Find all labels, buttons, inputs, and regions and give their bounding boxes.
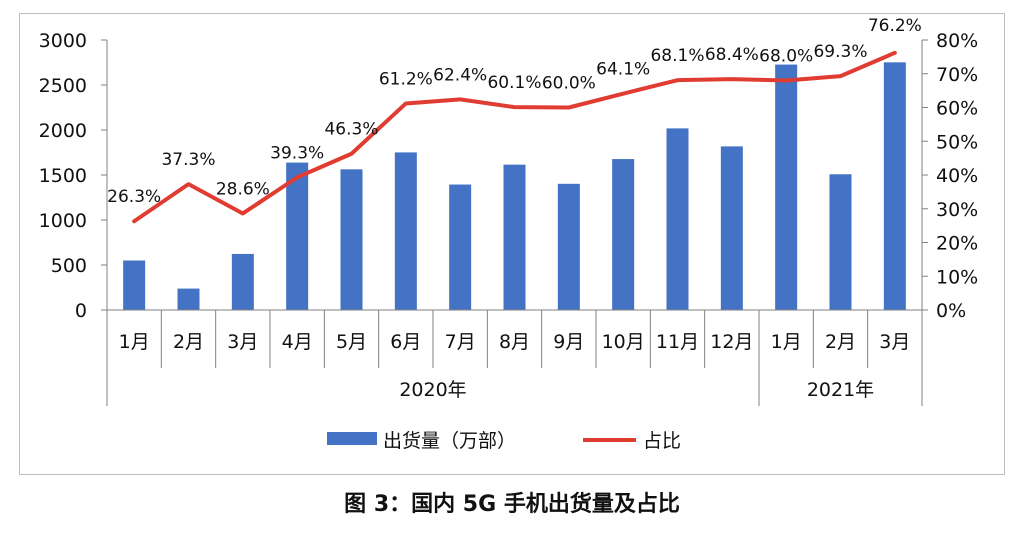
y-right-tick-label: 10% xyxy=(936,266,978,288)
x-tick-label: 6月 xyxy=(390,331,421,353)
bar xyxy=(449,184,472,310)
legend-bar-swatch xyxy=(327,432,377,445)
legend-bar-label: 出货量（万部） xyxy=(383,430,516,452)
y-right-tick-label: 20% xyxy=(936,233,978,255)
line-data-label: 62.4% xyxy=(433,65,487,85)
bar xyxy=(775,64,798,310)
x-tick-label: 9月 xyxy=(553,331,584,353)
x-tick-label: 12月 xyxy=(710,331,753,353)
bar xyxy=(557,183,580,310)
legend-line-label: 占比 xyxy=(643,430,681,452)
x-tick-label: 2月 xyxy=(825,331,856,353)
chart-frame xyxy=(19,13,1005,475)
x-group-label: 2020年 xyxy=(399,379,466,401)
bar xyxy=(503,164,526,310)
x-tick-label: 10月 xyxy=(602,331,645,353)
y-left-tick-label: 1500 xyxy=(39,165,87,187)
bar xyxy=(829,174,852,310)
y-left-tick-label: 0 xyxy=(75,300,87,322)
x-tick-label: 1月 xyxy=(771,331,802,353)
line-data-label: 60.1% xyxy=(487,73,541,93)
y-left-tick-label: 3000 xyxy=(39,30,87,52)
y-right-tick-label: 60% xyxy=(936,98,978,120)
x-tick-label: 8月 xyxy=(499,331,530,353)
x-group-label: 2021年 xyxy=(807,379,874,401)
figure-caption: 图 3：国内 5G 手机出货量及占比 xyxy=(344,492,680,517)
line-data-label: 61.2% xyxy=(379,69,433,89)
x-tick-label: 5月 xyxy=(336,331,367,353)
bar xyxy=(231,253,254,310)
line-data-label: 76.2% xyxy=(868,16,922,36)
y-right-tick-label: 80% xyxy=(936,30,978,52)
x-tick-label: 4月 xyxy=(282,331,313,353)
bar xyxy=(883,62,906,310)
line-data-label: 26.3% xyxy=(107,187,161,207)
line-data-label: 68.1% xyxy=(650,46,704,66)
x-tick-label: 3月 xyxy=(227,331,258,353)
y-right-tick-label: 40% xyxy=(936,165,978,187)
y-right-tick-label: 0% xyxy=(936,300,966,322)
bar xyxy=(177,288,200,310)
line-data-label: 68.4% xyxy=(705,45,759,65)
x-tick-label: 11月 xyxy=(656,331,699,353)
bar xyxy=(340,169,363,310)
line-data-label: 28.6% xyxy=(216,179,270,199)
line-data-label: 39.3% xyxy=(270,143,324,163)
y-right-tick-label: 50% xyxy=(936,131,978,153)
y-right-tick-label: 70% xyxy=(936,64,978,86)
bar xyxy=(123,260,146,310)
share-line xyxy=(132,50,897,224)
bar xyxy=(286,162,309,310)
y-left-tick-label: 2500 xyxy=(39,75,87,97)
line-data-label: 68.0% xyxy=(759,47,813,67)
x-tick-label: 2月 xyxy=(173,331,204,353)
bar xyxy=(720,146,743,310)
line-data-label: 46.3% xyxy=(324,120,378,140)
x-tick-label: 3月 xyxy=(879,331,910,353)
y-left-tick-label: 500 xyxy=(51,255,87,277)
line-data-label: 60.0% xyxy=(542,74,596,94)
y-left-tick-label: 2000 xyxy=(39,120,87,142)
bar xyxy=(394,152,417,310)
bar xyxy=(612,159,635,310)
bar xyxy=(666,128,689,310)
line-data-label: 64.1% xyxy=(596,60,650,80)
y-left-tick-label: 1000 xyxy=(39,210,87,232)
line-data-label: 37.3% xyxy=(161,150,215,170)
line-data-label: 69.3% xyxy=(813,42,867,62)
x-tick-label: 1月 xyxy=(119,331,150,353)
y-right-tick-label: 30% xyxy=(936,199,978,221)
x-tick-label: 7月 xyxy=(445,331,476,353)
